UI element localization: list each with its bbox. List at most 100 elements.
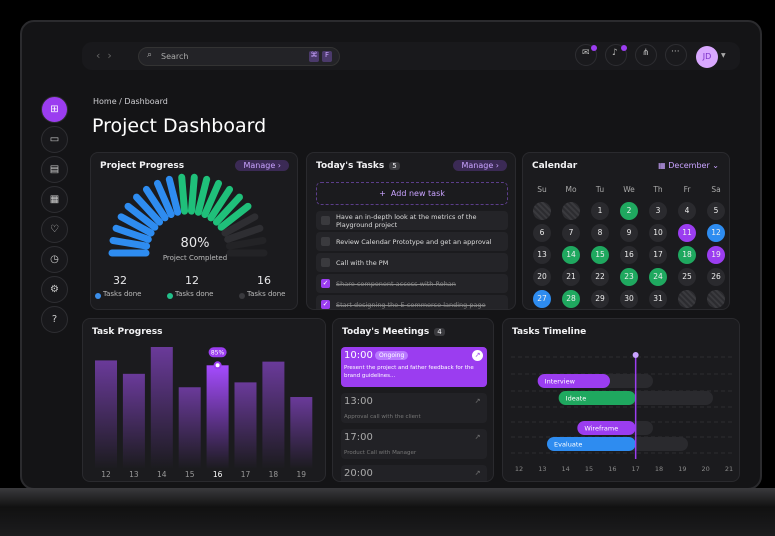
card-title: Project Progress — [100, 161, 185, 171]
calendar-day[interactable]: 1 — [591, 202, 609, 220]
calendar-day[interactable]: 26 — [707, 268, 725, 286]
stat-label: Tasks done — [175, 290, 214, 298]
calendar-day[interactable]: 2 — [620, 202, 638, 220]
meeting-time: 17:00 — [344, 432, 373, 443]
x-tick-label: 14 — [562, 465, 570, 473]
meeting-link[interactable]: ↗ — [474, 433, 481, 441]
checkbox[interactable] — [321, 258, 330, 267]
calendar-day[interactable]: 27 — [533, 290, 551, 308]
calendar-day[interactable]: 23 — [620, 268, 638, 286]
calendar-card: Calendar ▦ December ⌄ Su Mo Tu We Th Fr Sa 1 2 3 4… — [522, 152, 730, 310]
more-button[interactable]: ··· — [665, 44, 687, 66]
weekday: Sa — [711, 185, 721, 194]
calendar-day[interactable]: 19 — [707, 246, 725, 264]
sidebar-button[interactable]: ▦ — [41, 186, 68, 213]
empty-day — [562, 202, 580, 220]
calendar-day[interactable]: 14 — [562, 246, 580, 264]
manage-button[interactable]: Manage › — [453, 160, 507, 171]
stat-dot — [95, 293, 101, 299]
x-tick-label: 18 — [655, 465, 663, 473]
calendar-day[interactable]: 22 — [591, 268, 609, 286]
meeting-time: 10:00 — [344, 350, 373, 361]
task-item[interactable]: Review Calendar Prototype and get an app… — [316, 232, 508, 251]
calendar-day[interactable]: 8 — [591, 224, 609, 242]
card-title: Task Progress — [92, 327, 163, 337]
stat-label: Tasks done — [247, 290, 286, 298]
gauge-segment — [201, 179, 223, 219]
manage-button[interactable]: Manage › — [235, 160, 289, 171]
todays-tasks-card: Today's Tasks 5 Manage › + Add new task H… — [306, 152, 516, 310]
calendar-day[interactable]: 17 — [649, 246, 667, 264]
calendar-day[interactable]: 28 — [562, 290, 580, 308]
checkbox[interactable]: ✓ — [321, 300, 330, 309]
search-box[interactable]: ⌕ Search ⌘ F — [138, 47, 340, 66]
task-item[interactable]: Have an in-depth look at the metrics of … — [316, 211, 508, 230]
meeting-item[interactable]: 10:00 Ongoing ↗ Present the project and fat… — [341, 347, 487, 387]
calendar-day[interactable]: 30 — [620, 290, 638, 308]
meeting-link[interactable]: ↗ — [474, 469, 481, 477]
sidebar-button[interactable]: ⊞ — [41, 96, 68, 123]
badge-dot — [621, 45, 627, 51]
search-icon: ⌕ — [147, 50, 153, 60]
x-tick-label: 16 — [608, 465, 616, 473]
sidebar-button[interactable]: ▭ — [41, 126, 68, 153]
meeting-link[interactable]: ↗ — [474, 397, 481, 405]
task-item[interactable]: ✓ Start designing the E-commerce landing … — [316, 295, 508, 309]
sidebar-button[interactable]: ♡ — [41, 216, 68, 243]
calendar-day[interactable]: 18 — [678, 246, 696, 264]
task-name: Evaluate — [554, 441, 582, 449]
avatar-caret[interactable]: ▼ — [721, 52, 726, 59]
sidebar-button[interactable]: ? — [41, 306, 68, 333]
calendar-day[interactable]: 10 — [649, 224, 667, 242]
x-tick-label: 12 — [101, 470, 111, 479]
avatar[interactable]: JD — [696, 46, 718, 68]
calendar-day[interactable]: 7 — [562, 224, 580, 242]
calendar-day[interactable]: 24 — [649, 268, 667, 286]
checkbox[interactable] — [321, 237, 330, 246]
calendar-day[interactable]: 29 — [591, 290, 609, 308]
task-item[interactable]: ✓ Share component access with Rohan — [316, 274, 508, 293]
meeting-item[interactable]: 20:00 ↗ — [341, 465, 487, 481]
meeting-item[interactable]: 13:00 ↗ Approval call with the client — [341, 393, 487, 423]
calendar-day[interactable]: 9 — [620, 224, 638, 242]
calendar-day[interactable]: 16 — [620, 246, 638, 264]
stat-value: 32 — [113, 274, 127, 287]
checkbox[interactable] — [321, 216, 330, 225]
stat-value: 12 — [185, 274, 199, 287]
sidebar-button[interactable]: ⚙ — [41, 276, 68, 303]
x-tick-label: 19 — [297, 470, 307, 479]
value-label: 85% — [211, 349, 225, 356]
calendar-day[interactable]: 21 — [562, 268, 580, 286]
task-text: Review Calendar Prototype and get an app… — [336, 238, 492, 246]
weekday: Th — [653, 185, 663, 194]
calendar-day[interactable]: 4 — [678, 202, 696, 220]
bar — [178, 387, 201, 469]
task-item[interactable]: Call with the PM — [316, 253, 508, 272]
sidebar-button[interactable]: ◷ — [41, 246, 68, 273]
calendar-day[interactable]: 31 — [649, 290, 667, 308]
add-task-button[interactable]: + Add new task — [316, 182, 508, 205]
calendar-day[interactable]: 12 — [707, 224, 725, 242]
calendar-day[interactable]: 13 — [533, 246, 551, 264]
gauge-segment — [133, 193, 164, 226]
calendar-day[interactable]: 5 — [707, 202, 725, 220]
nav-arrows[interactable]: ‹ › — [96, 49, 112, 62]
meeting-item[interactable]: 17:00 ↗ Product Call with Manager — [341, 429, 487, 459]
month-picker[interactable]: ▦ December ⌄ — [658, 161, 719, 170]
calendar-day[interactable]: 25 — [678, 268, 696, 286]
calendar-day[interactable]: 15 — [591, 246, 609, 264]
checkbox[interactable]: ✓ — [321, 279, 330, 288]
meeting-link[interactable]: ↗ — [472, 350, 483, 361]
calendar-day[interactable]: 3 — [649, 202, 667, 220]
task-progress-card: Task Progress 12 13 14 15 16 85% 17 18 19 — [82, 318, 326, 482]
share-button[interactable]: ⋔ — [635, 44, 657, 66]
calendar-day[interactable]: 6 — [533, 224, 551, 242]
gauge-segment — [124, 202, 159, 231]
calendar-day[interactable]: 11 — [678, 224, 696, 242]
weekday: Fr — [683, 185, 691, 194]
sidebar-button[interactable]: ▤ — [41, 156, 68, 183]
x-tick-label: 20 — [702, 465, 710, 473]
laptop-base — [0, 488, 775, 536]
calendar-day[interactable]: 20 — [533, 268, 551, 286]
task-bar — [558, 391, 636, 405]
